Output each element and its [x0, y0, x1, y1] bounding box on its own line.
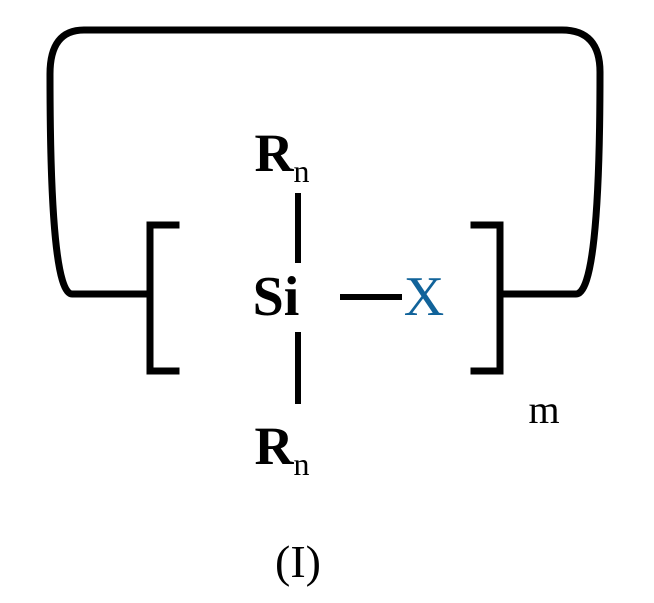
ring-bridge	[50, 30, 600, 294]
label-bot_group: Rn	[255, 419, 310, 473]
label-right_atom: X	[404, 269, 444, 325]
label-top_group: Rn	[255, 126, 310, 180]
chemical-structure-diagram: Si Rn Rn Xm (I)	[0, 0, 654, 603]
label-center: Si	[253, 269, 300, 325]
structure-svg	[0, 0, 654, 603]
label-repeat_sub: m	[528, 390, 559, 430]
label-formula_id: (I)	[275, 539, 321, 585]
